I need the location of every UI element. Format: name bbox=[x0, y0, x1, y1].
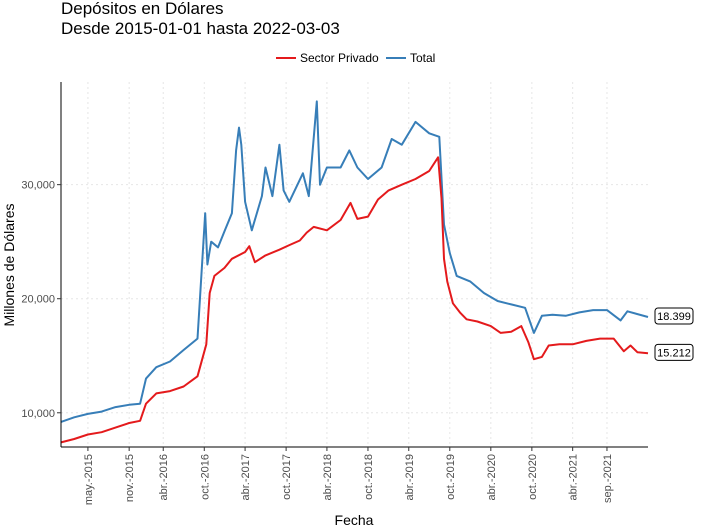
chart-title: Depósitos en Dólares bbox=[61, 0, 224, 18]
end-label-value: 18.399 bbox=[657, 311, 691, 323]
legend-label: Sector Privado bbox=[300, 51, 379, 65]
x-tick-label: sep.-2021 bbox=[602, 454, 614, 503]
legend-label: Total bbox=[410, 51, 435, 65]
y-tick-label: 30,000 bbox=[21, 180, 55, 192]
x-tick-label: abr.-2021 bbox=[568, 454, 580, 500]
x-tick-label: may.-2015 bbox=[83, 454, 95, 505]
x-tick-label: abr.-2018 bbox=[322, 454, 334, 500]
x-tick-label: oct.-2019 bbox=[445, 454, 457, 500]
legend: Sector Privado Total bbox=[276, 51, 435, 65]
series-layer bbox=[60, 100, 649, 444]
axes: 10,000 20,000 30,000 may.-2015 nov.-2015 abr.… bbox=[21, 82, 648, 505]
end-label-box bbox=[654, 307, 694, 325]
x-tick-label: abr.-2020 bbox=[486, 454, 498, 500]
grid bbox=[61, 82, 648, 447]
end-label-value: 15.212 bbox=[657, 347, 691, 359]
series-line-0 bbox=[60, 156, 649, 444]
end-labels: 15.212 18.399 bbox=[654, 307, 694, 361]
x-tick-label: oct.-2017 bbox=[281, 454, 293, 500]
x-tick-label: oct.-2018 bbox=[363, 454, 375, 500]
y-tick-label: 20,000 bbox=[21, 294, 55, 306]
legend-item-0: Sector Privado bbox=[276, 51, 379, 65]
x-tick-label: oct.-2016 bbox=[199, 454, 211, 500]
end-label-0: 15.212 bbox=[654, 343, 694, 361]
x-tick-label: abr.-2017 bbox=[240, 454, 252, 500]
end-label-box bbox=[654, 343, 694, 361]
x-tick-label: nov.-2015 bbox=[124, 454, 136, 502]
x-tick-label: abr.-2019 bbox=[404, 454, 416, 500]
series-line-1 bbox=[60, 100, 649, 423]
x-axis-title: Fecha bbox=[335, 512, 374, 528]
x-tick-label: oct.-2020 bbox=[527, 454, 539, 500]
x-tick-label: abr.-2016 bbox=[158, 454, 170, 500]
y-tick-label: 10,000 bbox=[21, 408, 55, 420]
chart-subtitle: Desde 2015-01-01 hasta 2022-03-03 bbox=[61, 19, 340, 38]
legend-item-1: Total bbox=[386, 51, 435, 65]
y-axis-title: Millones de Dólares bbox=[1, 204, 17, 327]
end-label-1: 18.399 bbox=[654, 307, 694, 325]
